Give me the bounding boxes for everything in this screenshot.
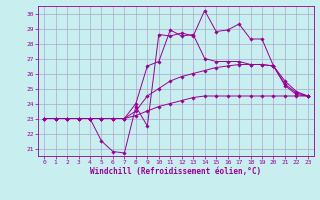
X-axis label: Windchill (Refroidissement éolien,°C): Windchill (Refroidissement éolien,°C) (91, 167, 261, 176)
